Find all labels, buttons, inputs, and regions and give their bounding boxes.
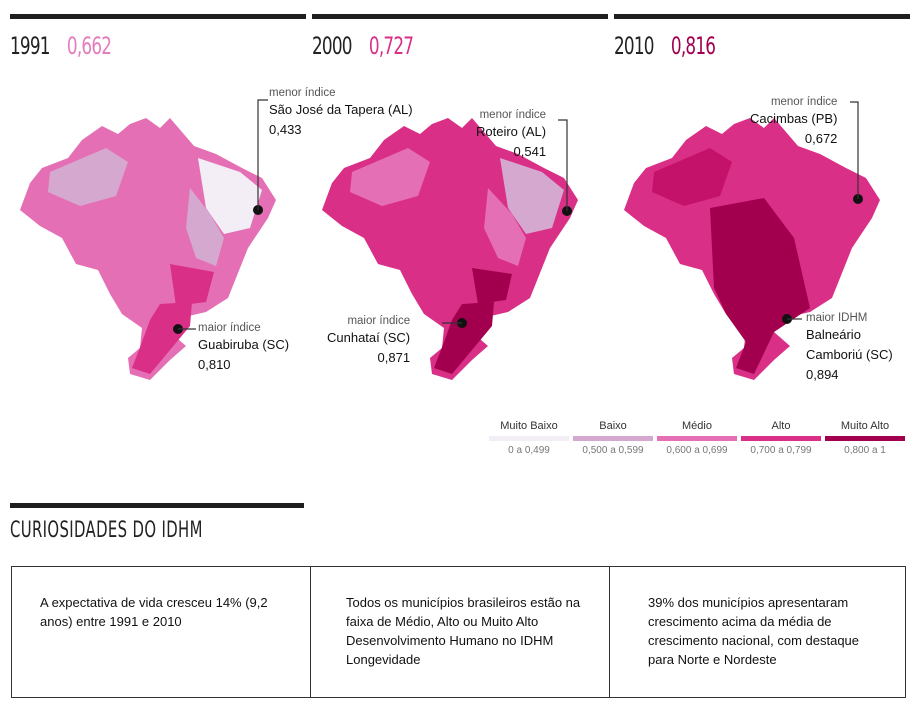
max-municipio: Guabiruba (SC) bbox=[198, 337, 290, 352]
region-northeast-muito-baixo bbox=[198, 158, 262, 234]
max-value: 0,810 bbox=[198, 357, 231, 372]
national-idhm-value: 0,816 bbox=[670, 32, 716, 60]
legend-item-medio: Médio 0,600 a 0,699 bbox=[656, 418, 738, 462]
legend-swatch bbox=[825, 436, 905, 441]
min-leader-line bbox=[257, 99, 268, 210]
min-annotation: menor índice Roteiro (AL) 0,541 bbox=[476, 108, 546, 162]
brazil-map-2010 bbox=[624, 101, 880, 380]
min-leader-line bbox=[558, 119, 568, 211]
max-label: maior índice bbox=[198, 322, 261, 334]
region-north-baixo bbox=[48, 148, 128, 206]
region-center-muito-alto bbox=[710, 198, 810, 374]
min-label: menor índice bbox=[269, 87, 336, 99]
max-label: maior IDHM bbox=[806, 312, 868, 324]
section-title: CURIOSIDADES DO IDHM bbox=[10, 518, 203, 543]
panel-rule bbox=[312, 14, 608, 19]
legend-label: Muito Alto bbox=[840, 420, 890, 432]
panel-2000: 2000 0,727 menor índice Roteiro (AL) 0,54… bbox=[312, 0, 608, 400]
region-south-alto bbox=[132, 302, 192, 374]
legend-range: 0,500 a 0,599 bbox=[582, 445, 644, 456]
legend-label: Muito Baixo bbox=[500, 420, 558, 432]
curiosidade-text: Todos os municípios brasileiros estão na… bbox=[346, 595, 581, 667]
max-municipio-line1: Balneário bbox=[806, 327, 861, 342]
panel-rule bbox=[10, 14, 306, 19]
min-value: 0,541 bbox=[513, 144, 547, 159]
legend-swatch bbox=[741, 436, 821, 441]
panel-year-heading: 2010 0,816 bbox=[614, 32, 716, 60]
legend-range: 0,600 a 0,699 bbox=[666, 445, 728, 456]
legend-item-baixo: Baixo 0,500 a 0,599 bbox=[572, 418, 654, 462]
max-municipio-line2: Camboriú (SC) bbox=[806, 347, 893, 362]
panel-year-heading: 2000 0,727 bbox=[312, 32, 414, 60]
max-value: 0,894 bbox=[806, 367, 839, 382]
region-south-muito-alto bbox=[434, 302, 494, 374]
legend-swatch bbox=[573, 436, 653, 441]
max-label: maior índice bbox=[347, 315, 411, 327]
max-municipio: Cunhataí (SC) bbox=[327, 330, 411, 345]
curiosidade-box-1: A expectativa de vida cresceu 14% (9,2 a… bbox=[12, 567, 310, 697]
national-idhm-value: 0,662 bbox=[66, 32, 112, 60]
legend-label: Baixo bbox=[599, 420, 627, 432]
min-annotation: menor índice Cacimbas (PB) 0,672 bbox=[750, 95, 837, 149]
region-north-medio bbox=[350, 148, 430, 206]
min-annotation: menor índice São José da Tapera (AL) 0,4… bbox=[269, 86, 413, 140]
legend: Muito Baixo 0 a 0,499 Baixo 0,500 a 0,59… bbox=[488, 418, 906, 468]
min-label: menor índice bbox=[479, 109, 547, 121]
year-label: 1991 bbox=[10, 32, 51, 60]
region-north-alto bbox=[652, 148, 732, 206]
legend-label: Médio bbox=[682, 420, 712, 432]
min-label: menor índice bbox=[770, 96, 838, 108]
min-municipio: São José da Tapera (AL) bbox=[269, 102, 413, 117]
region-northeast-medio bbox=[484, 188, 526, 266]
min-municipio: Roteiro (AL) bbox=[476, 124, 547, 139]
min-municipio: Cacimbas (PB) bbox=[750, 111, 838, 126]
legend-range: 0 a 0,499 bbox=[508, 445, 550, 456]
section-rule bbox=[10, 503, 304, 508]
panel-2010: 2010 0,816 menor índice Cacimbas (PB) 0,6… bbox=[614, 0, 910, 400]
region-northeast-baixo bbox=[186, 188, 224, 266]
legend-label: Alto bbox=[771, 420, 791, 432]
panel-rule bbox=[614, 14, 910, 19]
legend-item-alto: Alto 0,700 a 0,799 bbox=[740, 418, 822, 462]
legend-item-muito-baixo: Muito Baixo 0 a 0,499 bbox=[488, 418, 570, 462]
legend-range: 0,800 a 1 bbox=[844, 445, 886, 456]
max-value: 0,871 bbox=[377, 350, 411, 365]
curiosidade-text: 39% dos municípios apresentaram crescime… bbox=[648, 595, 860, 667]
national-idhm-value: 0,727 bbox=[368, 32, 414, 60]
curiosidade-box-2: Todos os municípios brasileiros estão na… bbox=[310, 567, 609, 697]
min-leader-line bbox=[850, 101, 859, 199]
region-northeast-alto bbox=[810, 168, 864, 238]
year-label: 2010 bbox=[614, 32, 655, 60]
panel-1991: 1991 0,662 menor índice São José da Taper… bbox=[10, 0, 413, 400]
legend-swatch bbox=[489, 436, 569, 441]
min-value: 0,433 bbox=[269, 122, 302, 137]
legend-range: 0,700 a 0,799 bbox=[750, 445, 812, 456]
max-annotation: maior índice Guabiruba (SC) 0,810 bbox=[198, 321, 289, 375]
curiosidade-text: A expectativa de vida cresceu 14% (9,2 a… bbox=[40, 595, 268, 629]
max-annotation: maior índice Cunhataí (SC) 0,871 bbox=[327, 314, 410, 368]
curiosidades-boxes: A expectativa de vida cresceu 14% (9,2 a… bbox=[11, 566, 906, 698]
region-northeast-baixo bbox=[500, 158, 564, 234]
legend-item-muito-alto: Muito Alto 0,800 a 1 bbox=[824, 418, 906, 462]
region-southeast-alto bbox=[170, 264, 214, 306]
brazil-map-1991 bbox=[20, 99, 276, 380]
brazil-map-2000 bbox=[322, 118, 578, 380]
panel-year-heading: 1991 0,662 bbox=[10, 32, 112, 60]
max-annotation: maior IDHM Balneário Camboriú (SC) 0,894 bbox=[806, 311, 893, 385]
year-label: 2000 bbox=[312, 32, 353, 60]
legend-swatch bbox=[657, 436, 737, 441]
region-southeast-muito-alto bbox=[472, 268, 512, 304]
curiosidade-box-3: 39% dos municípios apresentaram crescime… bbox=[609, 567, 905, 697]
min-value: 0,672 bbox=[804, 131, 838, 146]
